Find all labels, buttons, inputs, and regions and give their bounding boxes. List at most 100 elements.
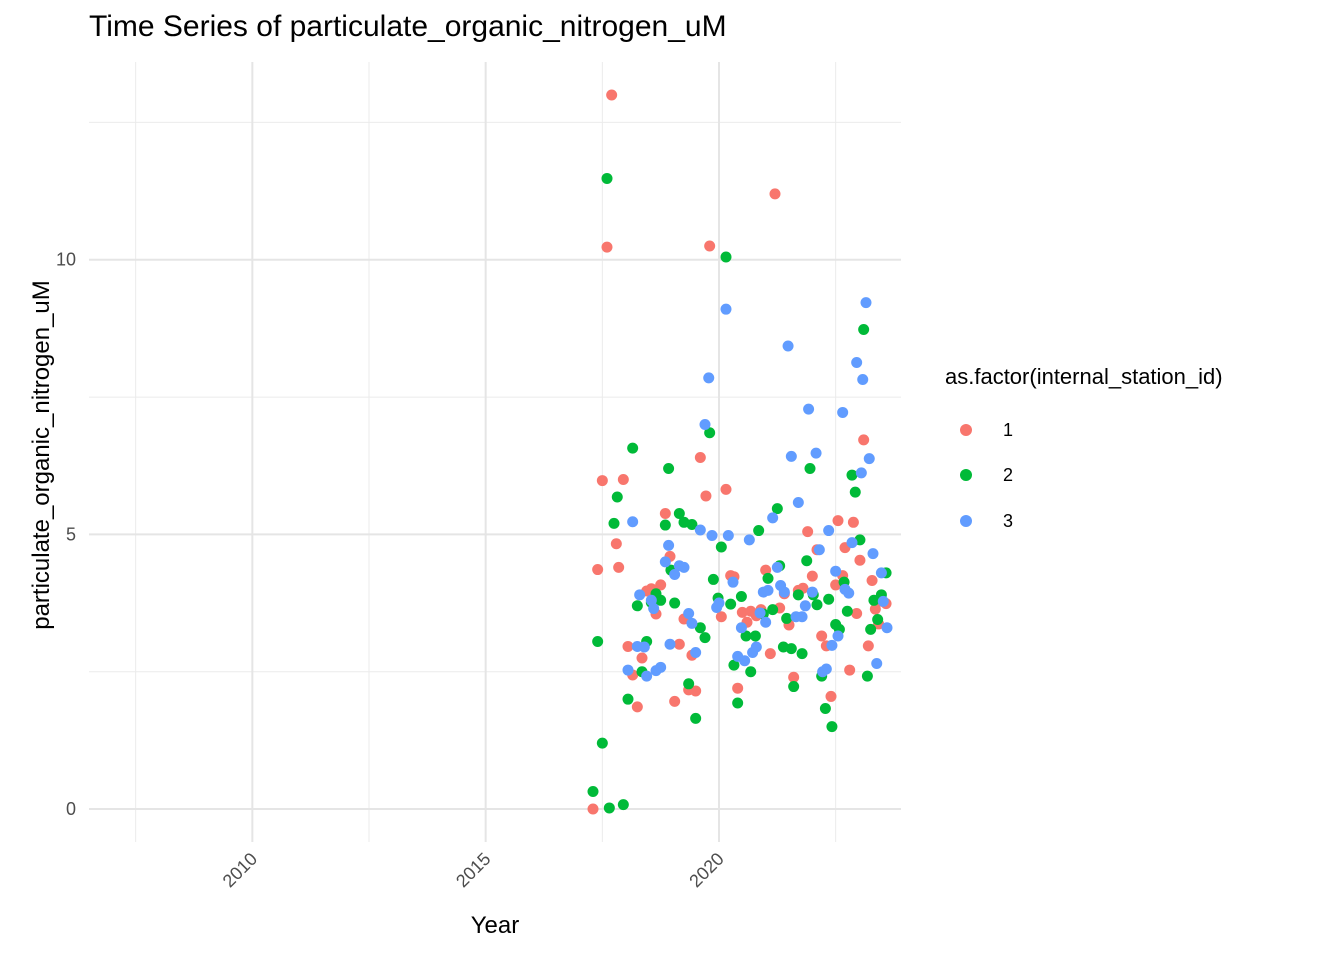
x-tick-label: 2010 xyxy=(219,849,261,891)
data-point xyxy=(601,172,613,184)
data-point xyxy=(720,303,732,315)
data-point xyxy=(806,586,818,598)
data-point xyxy=(627,516,639,528)
x-axis-tick-labels: 2010 2015 2020 xyxy=(219,849,728,891)
data-point xyxy=(806,570,818,582)
data-point xyxy=(769,188,781,200)
data-point xyxy=(631,701,643,713)
data-point xyxy=(860,297,872,309)
y-axis-tick-labels: 0 5 10 xyxy=(56,250,76,819)
legend-swatch-1 xyxy=(960,424,972,436)
data-point xyxy=(611,491,623,503)
data-point xyxy=(732,682,744,694)
data-point xyxy=(606,89,618,101)
data-point xyxy=(796,611,808,623)
x-tick-label: 2015 xyxy=(452,849,494,891)
data-point xyxy=(722,529,734,541)
data-point xyxy=(811,599,823,611)
data-point xyxy=(613,561,625,573)
data-point xyxy=(706,529,718,541)
data-point xyxy=(875,567,887,579)
data-point xyxy=(816,630,828,642)
series-2 xyxy=(587,172,892,814)
x-axis-label: Year xyxy=(470,912,520,939)
data-point xyxy=(669,597,681,609)
data-point xyxy=(810,447,822,459)
data-point xyxy=(778,586,790,598)
data-point xyxy=(760,564,772,576)
data-point xyxy=(771,503,783,515)
data-point xyxy=(851,356,863,368)
data-point xyxy=(767,512,779,524)
data-point xyxy=(872,614,884,626)
data-point xyxy=(694,622,706,634)
data-point xyxy=(715,541,727,553)
data-point xyxy=(690,646,702,658)
data-point xyxy=(720,251,732,263)
data-point xyxy=(841,605,853,617)
data-point xyxy=(749,630,761,642)
data-point xyxy=(745,666,757,678)
data-point xyxy=(881,622,893,634)
data-point xyxy=(592,636,604,648)
data-point xyxy=(750,641,762,653)
data-point xyxy=(830,565,842,577)
data-point xyxy=(627,442,639,454)
data-point xyxy=(622,640,634,652)
data-point xyxy=(634,589,646,601)
data-point xyxy=(645,594,657,606)
data-point xyxy=(823,593,835,605)
data-points xyxy=(587,89,893,815)
data-point xyxy=(686,519,698,531)
data-point xyxy=(804,462,816,474)
data-point xyxy=(854,554,866,566)
data-point xyxy=(792,589,804,601)
data-point xyxy=(699,419,711,431)
data-point xyxy=(659,519,671,531)
data-point xyxy=(826,721,838,733)
data-point xyxy=(851,607,863,619)
data-point xyxy=(819,703,831,715)
data-point xyxy=(720,483,732,495)
data-point xyxy=(788,681,800,693)
legend-swatch-3 xyxy=(960,515,972,527)
data-point xyxy=(764,648,776,660)
legend-label-1: 1 xyxy=(1003,420,1014,440)
data-point xyxy=(699,632,711,644)
data-point xyxy=(603,802,615,814)
data-point xyxy=(801,555,813,567)
data-point xyxy=(728,659,740,671)
data-point xyxy=(844,664,856,676)
data-point xyxy=(727,576,739,588)
data-point xyxy=(753,525,765,537)
data-point xyxy=(735,622,747,634)
data-point xyxy=(690,712,702,724)
data-point xyxy=(641,670,653,682)
major-gridlines xyxy=(89,62,901,842)
data-point xyxy=(849,486,861,498)
legend-swatch-2 xyxy=(960,469,972,481)
data-point xyxy=(659,508,671,520)
legend-item-2: 2 xyxy=(945,463,1065,487)
legend-item-1: 1 xyxy=(945,418,1065,442)
data-point xyxy=(788,671,800,683)
legend-label-2: 2 xyxy=(1003,465,1014,485)
data-point xyxy=(617,799,629,811)
data-point xyxy=(782,340,794,352)
y-tick-label: 0 xyxy=(66,799,76,819)
data-point xyxy=(655,579,667,591)
data-point xyxy=(760,616,772,628)
data-point xyxy=(825,690,837,702)
data-point xyxy=(596,475,608,487)
data-point xyxy=(664,638,676,650)
data-point xyxy=(802,526,814,538)
data-point xyxy=(803,403,815,415)
data-point xyxy=(877,595,889,607)
data-point xyxy=(622,664,634,676)
data-point xyxy=(678,561,690,573)
data-point xyxy=(704,427,716,439)
data-point xyxy=(847,516,859,528)
data-point xyxy=(610,538,622,550)
data-point xyxy=(631,600,643,612)
